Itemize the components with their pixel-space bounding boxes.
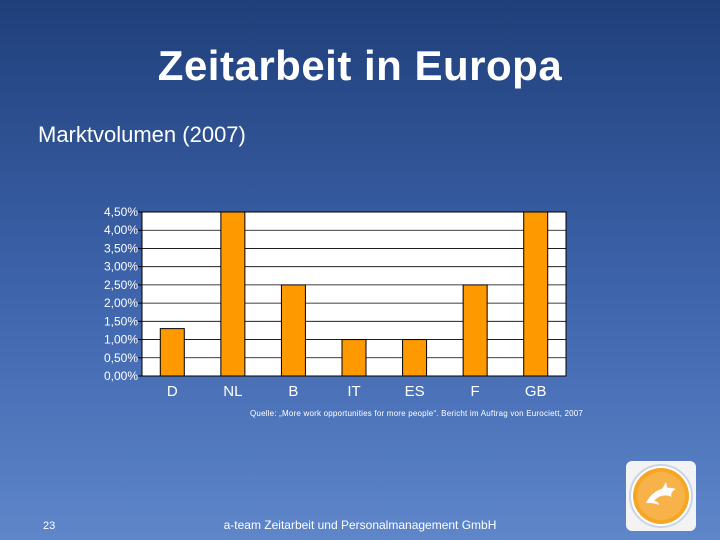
x-tick-label: F: [471, 383, 480, 400]
bar-es: [402, 339, 428, 377]
bar-f: [462, 284, 488, 377]
footer-company: a-team Zeitarbeit und Personalmanagement…: [223, 518, 497, 532]
y-tick-label: 4,00%: [104, 223, 138, 237]
bar-b: [280, 284, 306, 377]
x-tick-label: IT: [347, 383, 360, 400]
page-number: 23: [43, 520, 56, 532]
company-logo: [626, 461, 696, 531]
x-tick-label: GB: [525, 383, 547, 400]
x-tick-label: B: [288, 383, 298, 400]
y-tick-label: 3,00%: [104, 260, 138, 274]
bar-chart: 0,00% 0,50% 1,00% 1,50% 2,00% 2,50% 3,00% 3,50%…: [104, 205, 567, 400]
y-tick-label: 1,00%: [104, 333, 138, 347]
slide-title: Zeitarbeit in Europa: [157, 42, 563, 89]
y-tick-label: 3,50%: [104, 241, 138, 255]
source-note: Quelle: „More work opportunities for mor…: [250, 409, 584, 418]
bar-nl: [220, 211, 246, 377]
x-tick-label: ES: [405, 383, 425, 400]
y-tick-label: 0,50%: [104, 351, 138, 365]
y-tick-label: 4,50%: [104, 205, 138, 219]
x-tick-label: D: [167, 383, 178, 400]
bar-d: [159, 328, 185, 377]
bar-it: [341, 339, 367, 377]
slide-subtitle: Marktvolumen (2007): [38, 122, 246, 147]
bar-gb: [523, 211, 549, 377]
x-tick-label: NL: [223, 383, 242, 400]
y-tick-label: 2,00%: [104, 296, 138, 310]
y-tick-label: 2,50%: [104, 278, 138, 292]
y-tick-label: 1,50%: [104, 314, 138, 328]
y-tick-label: 0,00%: [104, 369, 138, 383]
dolphin-logo-icon: [629, 464, 693, 528]
